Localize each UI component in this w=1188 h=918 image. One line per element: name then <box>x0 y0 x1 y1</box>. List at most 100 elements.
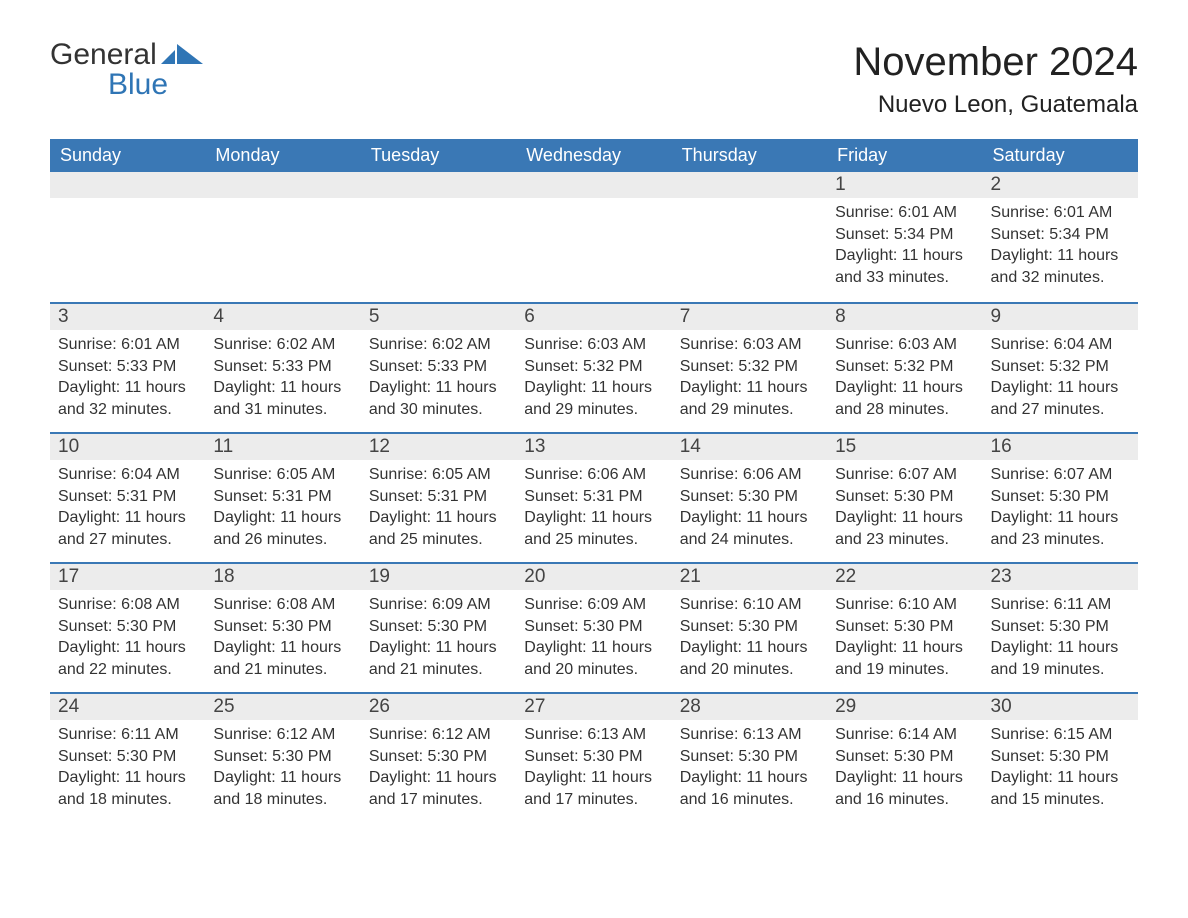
daylight-text: Daylight: 11 hours and 26 minutes. <box>213 507 352 550</box>
day-number: 20 <box>516 562 671 590</box>
day-content: Sunrise: 6:03 AMSunset: 5:32 PMDaylight:… <box>827 330 982 430</box>
sunrise-text: Sunrise: 6:06 AM <box>524 464 663 486</box>
day-content: Sunrise: 6:10 AMSunset: 5:30 PMDaylight:… <box>827 590 982 690</box>
sunrise-text: Sunrise: 6:08 AM <box>58 594 197 616</box>
daylight-text: Daylight: 11 hours and 18 minutes. <box>213 767 352 810</box>
sunrise-text: Sunrise: 6:03 AM <box>524 334 663 356</box>
day-header: Monday <box>205 139 360 172</box>
calendar-day <box>205 172 360 302</box>
sunset-text: Sunset: 5:30 PM <box>524 746 663 768</box>
sunset-text: Sunset: 5:30 PM <box>58 616 197 638</box>
day-content: Sunrise: 6:05 AMSunset: 5:31 PMDaylight:… <box>205 460 360 560</box>
daylight-text: Daylight: 11 hours and 21 minutes. <box>213 637 352 680</box>
calendar-day: 22Sunrise: 6:10 AMSunset: 5:30 PMDayligh… <box>827 562 982 692</box>
day-content: Sunrise: 6:01 AMSunset: 5:34 PMDaylight:… <box>827 198 982 298</box>
daylight-text: Daylight: 11 hours and 25 minutes. <box>524 507 663 550</box>
day-number: 15 <box>827 432 982 460</box>
sunset-text: Sunset: 5:30 PM <box>991 616 1130 638</box>
sunset-text: Sunset: 5:31 PM <box>213 486 352 508</box>
calendar-day: 9Sunrise: 6:04 AMSunset: 5:32 PMDaylight… <box>983 302 1138 432</box>
empty-daynum <box>672 172 827 198</box>
daylight-text: Daylight: 11 hours and 16 minutes. <box>680 767 819 810</box>
empty-daynum <box>205 172 360 198</box>
daylight-text: Daylight: 11 hours and 33 minutes. <box>835 245 974 288</box>
sunset-text: Sunset: 5:30 PM <box>369 746 508 768</box>
calendar-day <box>672 172 827 302</box>
day-header-row: SundayMondayTuesdayWednesdayThursdayFrid… <box>50 139 1138 172</box>
brand-word-2: Blue <box>108 70 203 100</box>
day-number: 21 <box>672 562 827 590</box>
sunrise-text: Sunrise: 6:01 AM <box>991 202 1130 224</box>
sunrise-text: Sunrise: 6:14 AM <box>835 724 974 746</box>
sunrise-text: Sunrise: 6:12 AM <box>369 724 508 746</box>
brand-logo: General Blue <box>50 40 203 100</box>
calendar-week: 17Sunrise: 6:08 AMSunset: 5:30 PMDayligh… <box>50 562 1138 692</box>
day-header: Wednesday <box>516 139 671 172</box>
day-content: Sunrise: 6:07 AMSunset: 5:30 PMDaylight:… <box>983 460 1138 560</box>
sunset-text: Sunset: 5:30 PM <box>680 746 819 768</box>
sunset-text: Sunset: 5:30 PM <box>213 746 352 768</box>
sunset-text: Sunset: 5:32 PM <box>835 356 974 378</box>
day-content: Sunrise: 6:04 AMSunset: 5:32 PMDaylight:… <box>983 330 1138 430</box>
calendar-day: 8Sunrise: 6:03 AMSunset: 5:32 PMDaylight… <box>827 302 982 432</box>
calendar-day: 25Sunrise: 6:12 AMSunset: 5:30 PMDayligh… <box>205 692 360 822</box>
sunset-text: Sunset: 5:30 PM <box>835 486 974 508</box>
day-content: Sunrise: 6:03 AMSunset: 5:32 PMDaylight:… <box>672 330 827 430</box>
day-number: 29 <box>827 692 982 720</box>
sunrise-text: Sunrise: 6:07 AM <box>991 464 1130 486</box>
day-header: Tuesday <box>361 139 516 172</box>
sunrise-text: Sunrise: 6:13 AM <box>524 724 663 746</box>
sunset-text: Sunset: 5:30 PM <box>835 746 974 768</box>
day-number: 4 <box>205 302 360 330</box>
sunset-text: Sunset: 5:34 PM <box>835 224 974 246</box>
day-number: 16 <box>983 432 1138 460</box>
day-content: Sunrise: 6:13 AMSunset: 5:30 PMDaylight:… <box>672 720 827 820</box>
sunset-text: Sunset: 5:32 PM <box>524 356 663 378</box>
daylight-text: Daylight: 11 hours and 20 minutes. <box>524 637 663 680</box>
day-content: Sunrise: 6:12 AMSunset: 5:30 PMDaylight:… <box>361 720 516 820</box>
day-number: 7 <box>672 302 827 330</box>
calendar-day: 17Sunrise: 6:08 AMSunset: 5:30 PMDayligh… <box>50 562 205 692</box>
daylight-text: Daylight: 11 hours and 19 minutes. <box>991 637 1130 680</box>
day-content: Sunrise: 6:08 AMSunset: 5:30 PMDaylight:… <box>205 590 360 690</box>
daylight-text: Daylight: 11 hours and 32 minutes. <box>58 377 197 420</box>
day-content: Sunrise: 6:09 AMSunset: 5:30 PMDaylight:… <box>516 590 671 690</box>
sunrise-text: Sunrise: 6:10 AM <box>835 594 974 616</box>
calendar-day: 3Sunrise: 6:01 AMSunset: 5:33 PMDaylight… <box>50 302 205 432</box>
day-number: 10 <box>50 432 205 460</box>
daylight-text: Daylight: 11 hours and 28 minutes. <box>835 377 974 420</box>
day-number: 17 <box>50 562 205 590</box>
calendar-day: 16Sunrise: 6:07 AMSunset: 5:30 PMDayligh… <box>983 432 1138 562</box>
day-header: Thursday <box>672 139 827 172</box>
calendar-day: 30Sunrise: 6:15 AMSunset: 5:30 PMDayligh… <box>983 692 1138 822</box>
page-header: General Blue November 2024 Nuevo Leon, G… <box>50 40 1138 119</box>
sunrise-text: Sunrise: 6:06 AM <box>680 464 819 486</box>
daylight-text: Daylight: 11 hours and 31 minutes. <box>213 377 352 420</box>
day-content: Sunrise: 6:08 AMSunset: 5:30 PMDaylight:… <box>50 590 205 690</box>
calendar-day: 4Sunrise: 6:02 AMSunset: 5:33 PMDaylight… <box>205 302 360 432</box>
day-number: 25 <box>205 692 360 720</box>
sunrise-text: Sunrise: 6:04 AM <box>991 334 1130 356</box>
daylight-text: Daylight: 11 hours and 23 minutes. <box>835 507 974 550</box>
day-header: Saturday <box>983 139 1138 172</box>
sunrise-text: Sunrise: 6:09 AM <box>524 594 663 616</box>
sunrise-text: Sunrise: 6:01 AM <box>58 334 197 356</box>
day-content: Sunrise: 6:10 AMSunset: 5:30 PMDaylight:… <box>672 590 827 690</box>
calendar-day: 2Sunrise: 6:01 AMSunset: 5:34 PMDaylight… <box>983 172 1138 302</box>
calendar-day: 13Sunrise: 6:06 AMSunset: 5:31 PMDayligh… <box>516 432 671 562</box>
daylight-text: Daylight: 11 hours and 30 minutes. <box>369 377 508 420</box>
day-number: 24 <box>50 692 205 720</box>
location-label: Nuevo Leon, Guatemala <box>853 91 1138 119</box>
sunrise-text: Sunrise: 6:02 AM <box>213 334 352 356</box>
sunset-text: Sunset: 5:32 PM <box>991 356 1130 378</box>
calendar-day: 21Sunrise: 6:10 AMSunset: 5:30 PMDayligh… <box>672 562 827 692</box>
calendar-day: 11Sunrise: 6:05 AMSunset: 5:31 PMDayligh… <box>205 432 360 562</box>
sunset-text: Sunset: 5:30 PM <box>991 486 1130 508</box>
sunrise-text: Sunrise: 6:03 AM <box>835 334 974 356</box>
calendar-day <box>361 172 516 302</box>
daylight-text: Daylight: 11 hours and 20 minutes. <box>680 637 819 680</box>
day-content: Sunrise: 6:11 AMSunset: 5:30 PMDaylight:… <box>983 590 1138 690</box>
day-number: 13 <box>516 432 671 460</box>
calendar-day: 19Sunrise: 6:09 AMSunset: 5:30 PMDayligh… <box>361 562 516 692</box>
sunrise-text: Sunrise: 6:10 AM <box>680 594 819 616</box>
